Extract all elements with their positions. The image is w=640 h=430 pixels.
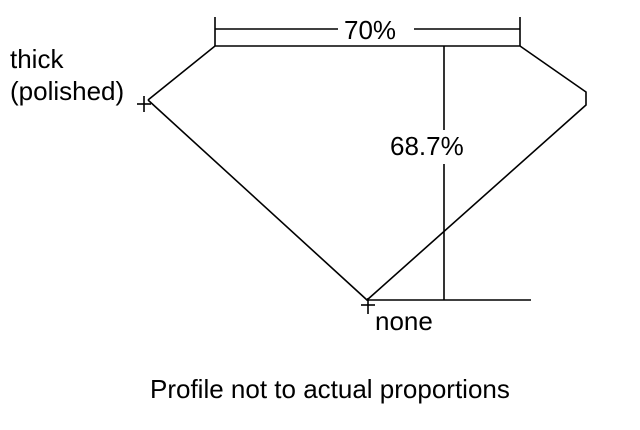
girdle-marker [137, 96, 151, 112]
girdle-label-line1: thick [10, 44, 64, 74]
table-percentage-label: 70% [344, 15, 397, 45]
depth-percentage-label: 68.7% [390, 131, 464, 161]
girdle-label-line2: (polished) [10, 76, 125, 106]
culet-label: none [375, 306, 433, 336]
culet-marker [361, 298, 375, 314]
caption: Profile not to actual proportions [150, 374, 510, 404]
diamond-outline [147, 45, 587, 302]
